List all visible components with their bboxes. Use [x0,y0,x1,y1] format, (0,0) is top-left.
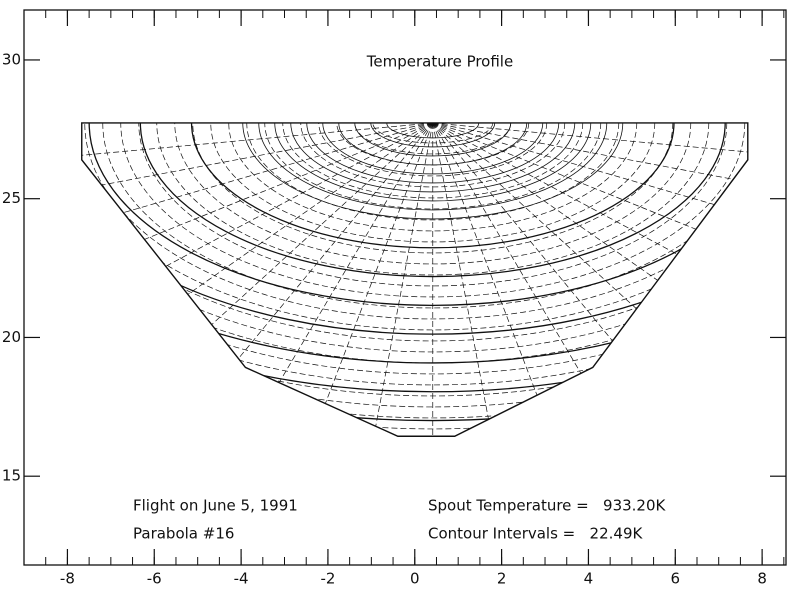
y-tick-label: 25 [2,189,21,207]
contour-line [81,122,748,393]
x-tick-label: 8 [757,570,767,588]
mesh-line [81,122,748,342]
mesh-line [81,122,433,179]
mesh-line [432,122,748,437]
mesh-line [432,122,734,437]
y-tick-label: 15 [2,467,21,485]
mesh-line [318,122,548,177]
mesh-line [81,122,433,285]
x-tick-label: -4 [234,570,249,588]
mesh-line [81,122,748,419]
mesh-line [81,122,433,334]
y-tick-label: 20 [2,328,21,346]
contour-line [81,122,748,335]
mesh-line [277,122,434,437]
mesh-line [202,122,434,437]
contour-line [81,122,748,437]
x-tick-label: 4 [584,570,594,588]
mesh-line [432,122,512,437]
boundary [81,122,749,437]
plot-frame [23,9,787,566]
contours [81,122,748,437]
contour-line [81,122,748,437]
mesh-line [246,122,620,221]
mesh-line [354,122,434,437]
mesh-line [81,122,748,375]
x-tick-label: 0 [410,570,420,588]
x-tick-label: 2 [497,570,507,588]
mesh-line [432,122,748,421]
mesh-line [156,122,710,276]
y-tick-label: 30 [2,50,21,68]
mesh-line [81,122,433,379]
x-tick-label: 6 [671,570,681,588]
chart-title: Temperature Profile [366,53,513,71]
mesh-line [84,122,748,320]
mesh-line [432,122,589,437]
mesh-line [432,122,748,285]
annotation: Flight on June 5, 1991 [133,497,298,515]
contour-line [190,122,675,249]
contour-line [81,122,748,437]
x-tick-label: -8 [60,570,75,588]
annotation: Parabola #16 [133,525,234,543]
mesh-line [81,122,433,421]
mesh-line [432,122,748,179]
contour-line [81,122,748,437]
mesh-line [81,122,434,437]
mesh-line [432,122,663,437]
annotation: Contour Intervals = 22.49K [428,525,643,543]
mesh-line [432,122,748,334]
x-tick-label: -2 [320,570,335,588]
mesh-line [432,122,748,379]
annotation: Spout Temperature = 933.20K [428,497,667,515]
x-tick-label: -6 [147,570,162,588]
